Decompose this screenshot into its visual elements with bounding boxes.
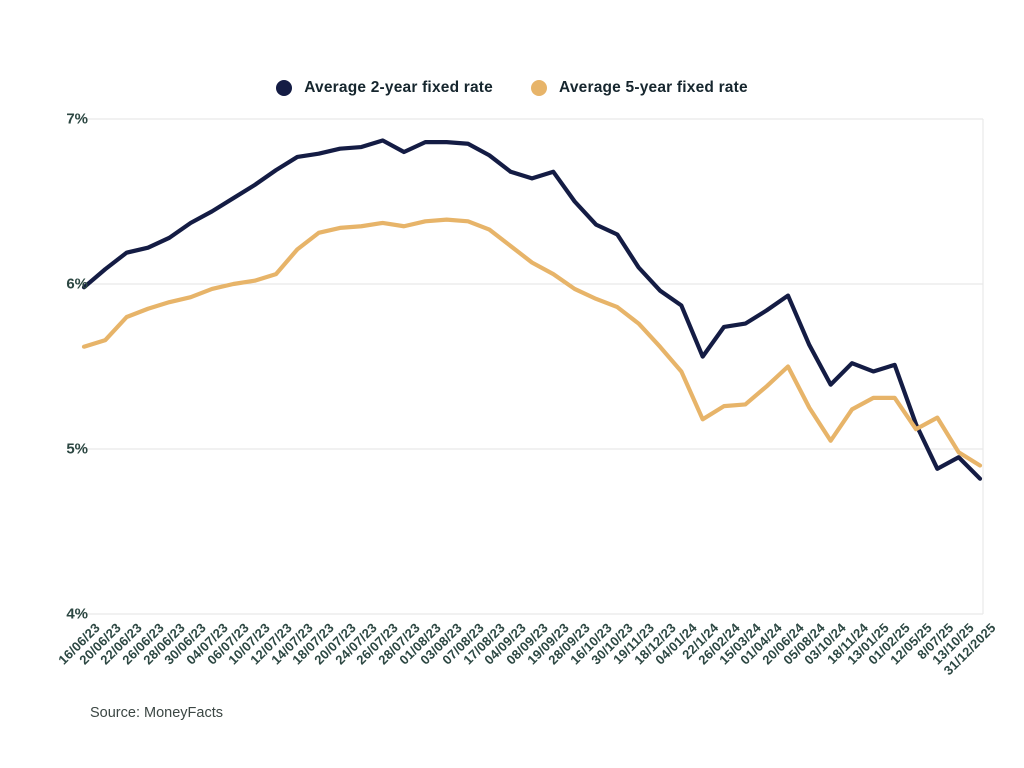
series-line-2-year [81, 138, 983, 481]
y-axis-label: 6% [66, 275, 88, 293]
series-line-5-year [81, 217, 983, 468]
source-caption: Source: MoneyFacts [90, 705, 223, 721]
y-axis-label: 5% [66, 440, 88, 458]
chart-legend: Average 2-year fixed rate Average 5-year… [0, 79, 1024, 97]
legend-label-5-year: Average 5-year fixed rate [559, 79, 748, 96]
legend-item-2-year: Average 2-year fixed rate [276, 79, 493, 97]
y-axis-label: 7% [66, 110, 88, 128]
y-axis-label: 4% [66, 605, 88, 623]
legend-dot-5-year-icon [531, 80, 547, 96]
legend-label-2-year: Average 2-year fixed rate [304, 79, 493, 96]
legend-item-5-year: Average 5-year fixed rate [531, 79, 748, 97]
legend-dot-2-year-icon [276, 80, 293, 96]
